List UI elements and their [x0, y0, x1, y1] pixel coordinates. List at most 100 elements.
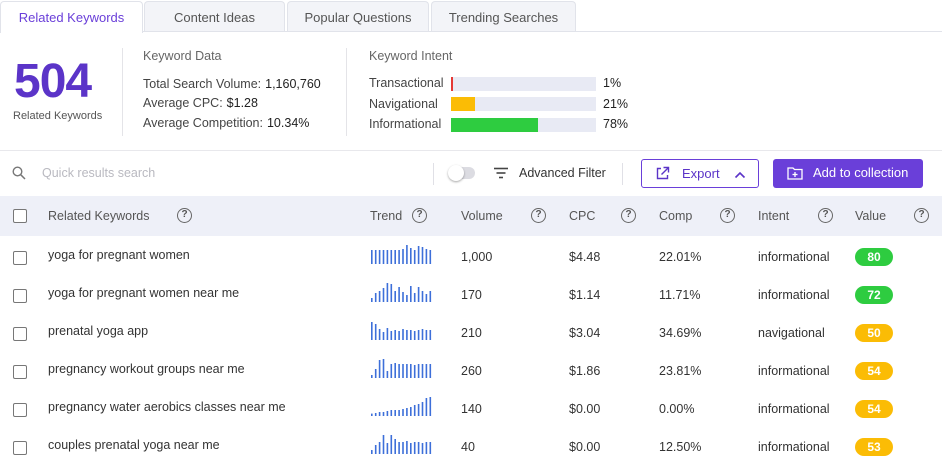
results-toolbar: Advanced Filter Export Add to collection — [0, 152, 942, 196]
trend-bar — [417, 364, 420, 378]
average-competition-value: 10.34% — [266, 116, 310, 130]
tab-popular-questions[interactable]: Popular Questions — [287, 1, 429, 32]
trend-bar — [398, 331, 400, 340]
trend-bar — [402, 292, 404, 302]
help-circle-icon[interactable]: ? — [177, 208, 192, 223]
trend-bar — [374, 250, 377, 264]
help-circle-icon[interactable]: ? — [720, 208, 735, 223]
trend-sparkline — [371, 397, 432, 416]
cpc-cell: $3.04 — [569, 326, 601, 340]
row-checkbox[interactable] — [13, 327, 27, 341]
trend-bar — [394, 439, 396, 454]
keyword-count: 504 — [14, 55, 92, 108]
trend-bar — [413, 365, 416, 378]
row-checkbox[interactable] — [13, 251, 27, 265]
trend-bar — [374, 445, 377, 454]
trend-bar — [425, 330, 428, 340]
help-circle-icon[interactable]: ? — [531, 208, 546, 223]
trend-bar — [421, 329, 424, 340]
keyword-cell[interactable]: pregnancy water aerobics classes near me — [48, 400, 286, 414]
trend-bar — [390, 331, 393, 340]
trend-bar — [417, 404, 420, 416]
trend-bar — [413, 293, 416, 302]
summary-panel: 504 Related Keywords Keyword Data Total … — [0, 32, 942, 147]
help-circle-icon[interactable]: ? — [412, 208, 427, 223]
total-search-volume: Total Search Volume: 1,160,760 — [143, 77, 321, 91]
table-row[interactable]: yoga for pregnant women near me 170 $1.14 1… — [0, 275, 942, 313]
table-row[interactable]: pregnancy water aerobics classes near me… — [0, 389, 942, 427]
trend-bar — [425, 398, 428, 416]
header-volume[interactable]: Volume — [461, 209, 503, 223]
intent-cell: navigational — [758, 326, 825, 340]
trend-bar — [394, 291, 396, 302]
table-row[interactable]: prenatal yoga app 210 $3.04 34.69% navigatio… — [0, 313, 942, 351]
advanced-filter-toggle[interactable] — [448, 165, 475, 181]
keyword-cell[interactable]: yoga for pregnant women near me — [48, 286, 240, 300]
trend-bar — [413, 331, 416, 340]
trend-bar — [429, 364, 432, 378]
trend-bar — [382, 412, 385, 416]
intent-fill — [451, 118, 539, 132]
tab-related-keywords[interactable]: Related Keywords — [0, 1, 143, 33]
intent-bar-navigational — [451, 97, 596, 111]
section-divider — [0, 150, 942, 151]
trend-bar — [425, 249, 428, 264]
intent-pct-informational: 78% — [603, 117, 629, 131]
header-cpc[interactable]: CPC — [569, 209, 596, 223]
trend-bar — [398, 287, 400, 302]
trend-bar — [417, 442, 420, 454]
trend-bar — [413, 442, 416, 454]
cpc-cell: $0.00 — [569, 402, 601, 416]
add-to-collection-button[interactable]: Add to collection — [773, 159, 923, 188]
trend-bar — [374, 413, 377, 416]
total-search-volume-value: 1,160,760 — [265, 77, 321, 91]
advanced-filter-label[interactable]: Advanced Filter — [519, 166, 606, 180]
help-circle-icon[interactable]: ? — [818, 208, 833, 223]
header-related-keywords[interactable]: Related Keywords — [48, 209, 150, 223]
intent-pct-navigational: 21% — [603, 97, 629, 111]
intent-fill — [451, 77, 453, 91]
header-trend[interactable]: Trend — [370, 209, 403, 223]
intent-label-informational: Informational — [369, 117, 442, 131]
table-row[interactable]: couples prenatal yoga near me 40 $0.00 12.5… — [0, 427, 942, 465]
trend-bar — [371, 298, 373, 302]
keyword-data-title: Keyword Data — [143, 49, 222, 63]
cpc-cell: $1.14 — [569, 288, 601, 302]
row-checkbox[interactable] — [13, 289, 27, 303]
select-all-checkbox[interactable] — [13, 209, 27, 223]
tab-trending-searches[interactable]: Trending Searches — [431, 1, 576, 32]
header-value[interactable]: Value — [855, 209, 887, 223]
trend-bar — [386, 328, 389, 340]
trend-bar — [371, 450, 373, 454]
keyword-cell[interactable]: couples prenatal yoga near me — [48, 438, 220, 452]
average-cpc-value: $1.28 — [226, 96, 258, 110]
help-circle-icon[interactable]: ? — [914, 208, 929, 223]
table-row[interactable]: pregnancy workout groups near me 260 $1.86… — [0, 351, 942, 389]
trend-bar — [378, 250, 381, 264]
table-row[interactable]: yoga for pregnant women 1,000 $4.48 22.01% i… — [0, 237, 942, 275]
keyword-cell[interactable]: yoga for pregnant women — [48, 248, 190, 262]
value-badge: 54 — [855, 362, 893, 380]
comp-cell: 11.71% — [659, 288, 701, 302]
trend-sparkline — [371, 435, 432, 454]
row-checkbox[interactable] — [13, 403, 27, 417]
keyword-cell[interactable]: prenatal yoga app — [48, 324, 149, 338]
filter-lines-icon[interactable] — [493, 167, 509, 182]
tab-content-ideas[interactable]: Content Ideas — [144, 1, 285, 32]
comp-cell: 0.00% — [659, 402, 695, 416]
trend-bar — [394, 410, 396, 416]
help-circle-icon[interactable]: ? — [621, 208, 636, 223]
header-comp[interactable]: Comp — [659, 209, 693, 223]
row-checkbox[interactable] — [13, 365, 27, 379]
cpc-cell: $1.86 — [569, 364, 601, 378]
row-checkbox[interactable] — [13, 441, 27, 455]
comp-cell: 34.69% — [659, 326, 702, 340]
quick-search-input[interactable] — [42, 164, 342, 182]
tab-bar: Related Keywords Content Ideas Popular Q… — [0, 0, 942, 33]
export-button[interactable]: Export — [641, 159, 759, 188]
divider — [346, 48, 347, 136]
keyword-cell[interactable]: pregnancy workout groups near me — [48, 362, 245, 376]
volume-cell: 260 — [461, 364, 482, 378]
header-intent[interactable]: Intent — [758, 209, 790, 223]
trend-bar — [406, 295, 408, 302]
